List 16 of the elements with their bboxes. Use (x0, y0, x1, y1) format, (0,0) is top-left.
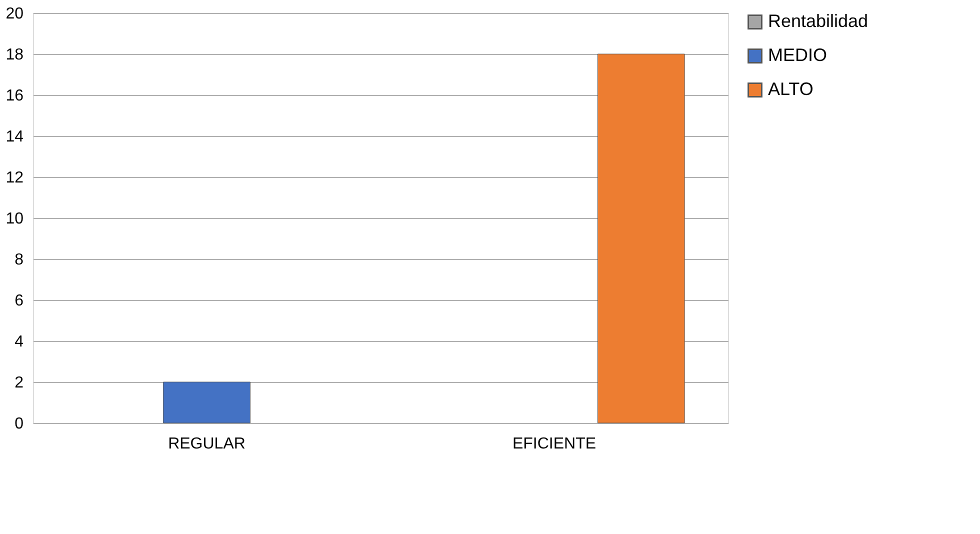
y-tick-label: 10 (6, 210, 24, 228)
y-tick-label: 0 (14, 416, 24, 432)
y-tick-label: 16 (6, 88, 24, 104)
x-tick-label: REGULAR (168, 436, 246, 452)
y-tick-label: 2 (14, 374, 24, 392)
y-tick-label: 8 (14, 252, 24, 268)
y-tick-label: 12 (6, 170, 24, 186)
y-tick-label: 6 (14, 292, 24, 310)
legend-label: ALTO (768, 79, 814, 99)
y-tick-label: 14 (6, 128, 24, 146)
y-tick-label: 20 (6, 6, 24, 22)
legend-label: MEDIO (768, 45, 828, 65)
y-tick-label: 4 (14, 334, 24, 350)
x-tick-label: EFICIENTE (512, 436, 596, 452)
legend-label: Rentabilidad (768, 11, 868, 31)
y-tick-label: 18 (6, 46, 24, 64)
